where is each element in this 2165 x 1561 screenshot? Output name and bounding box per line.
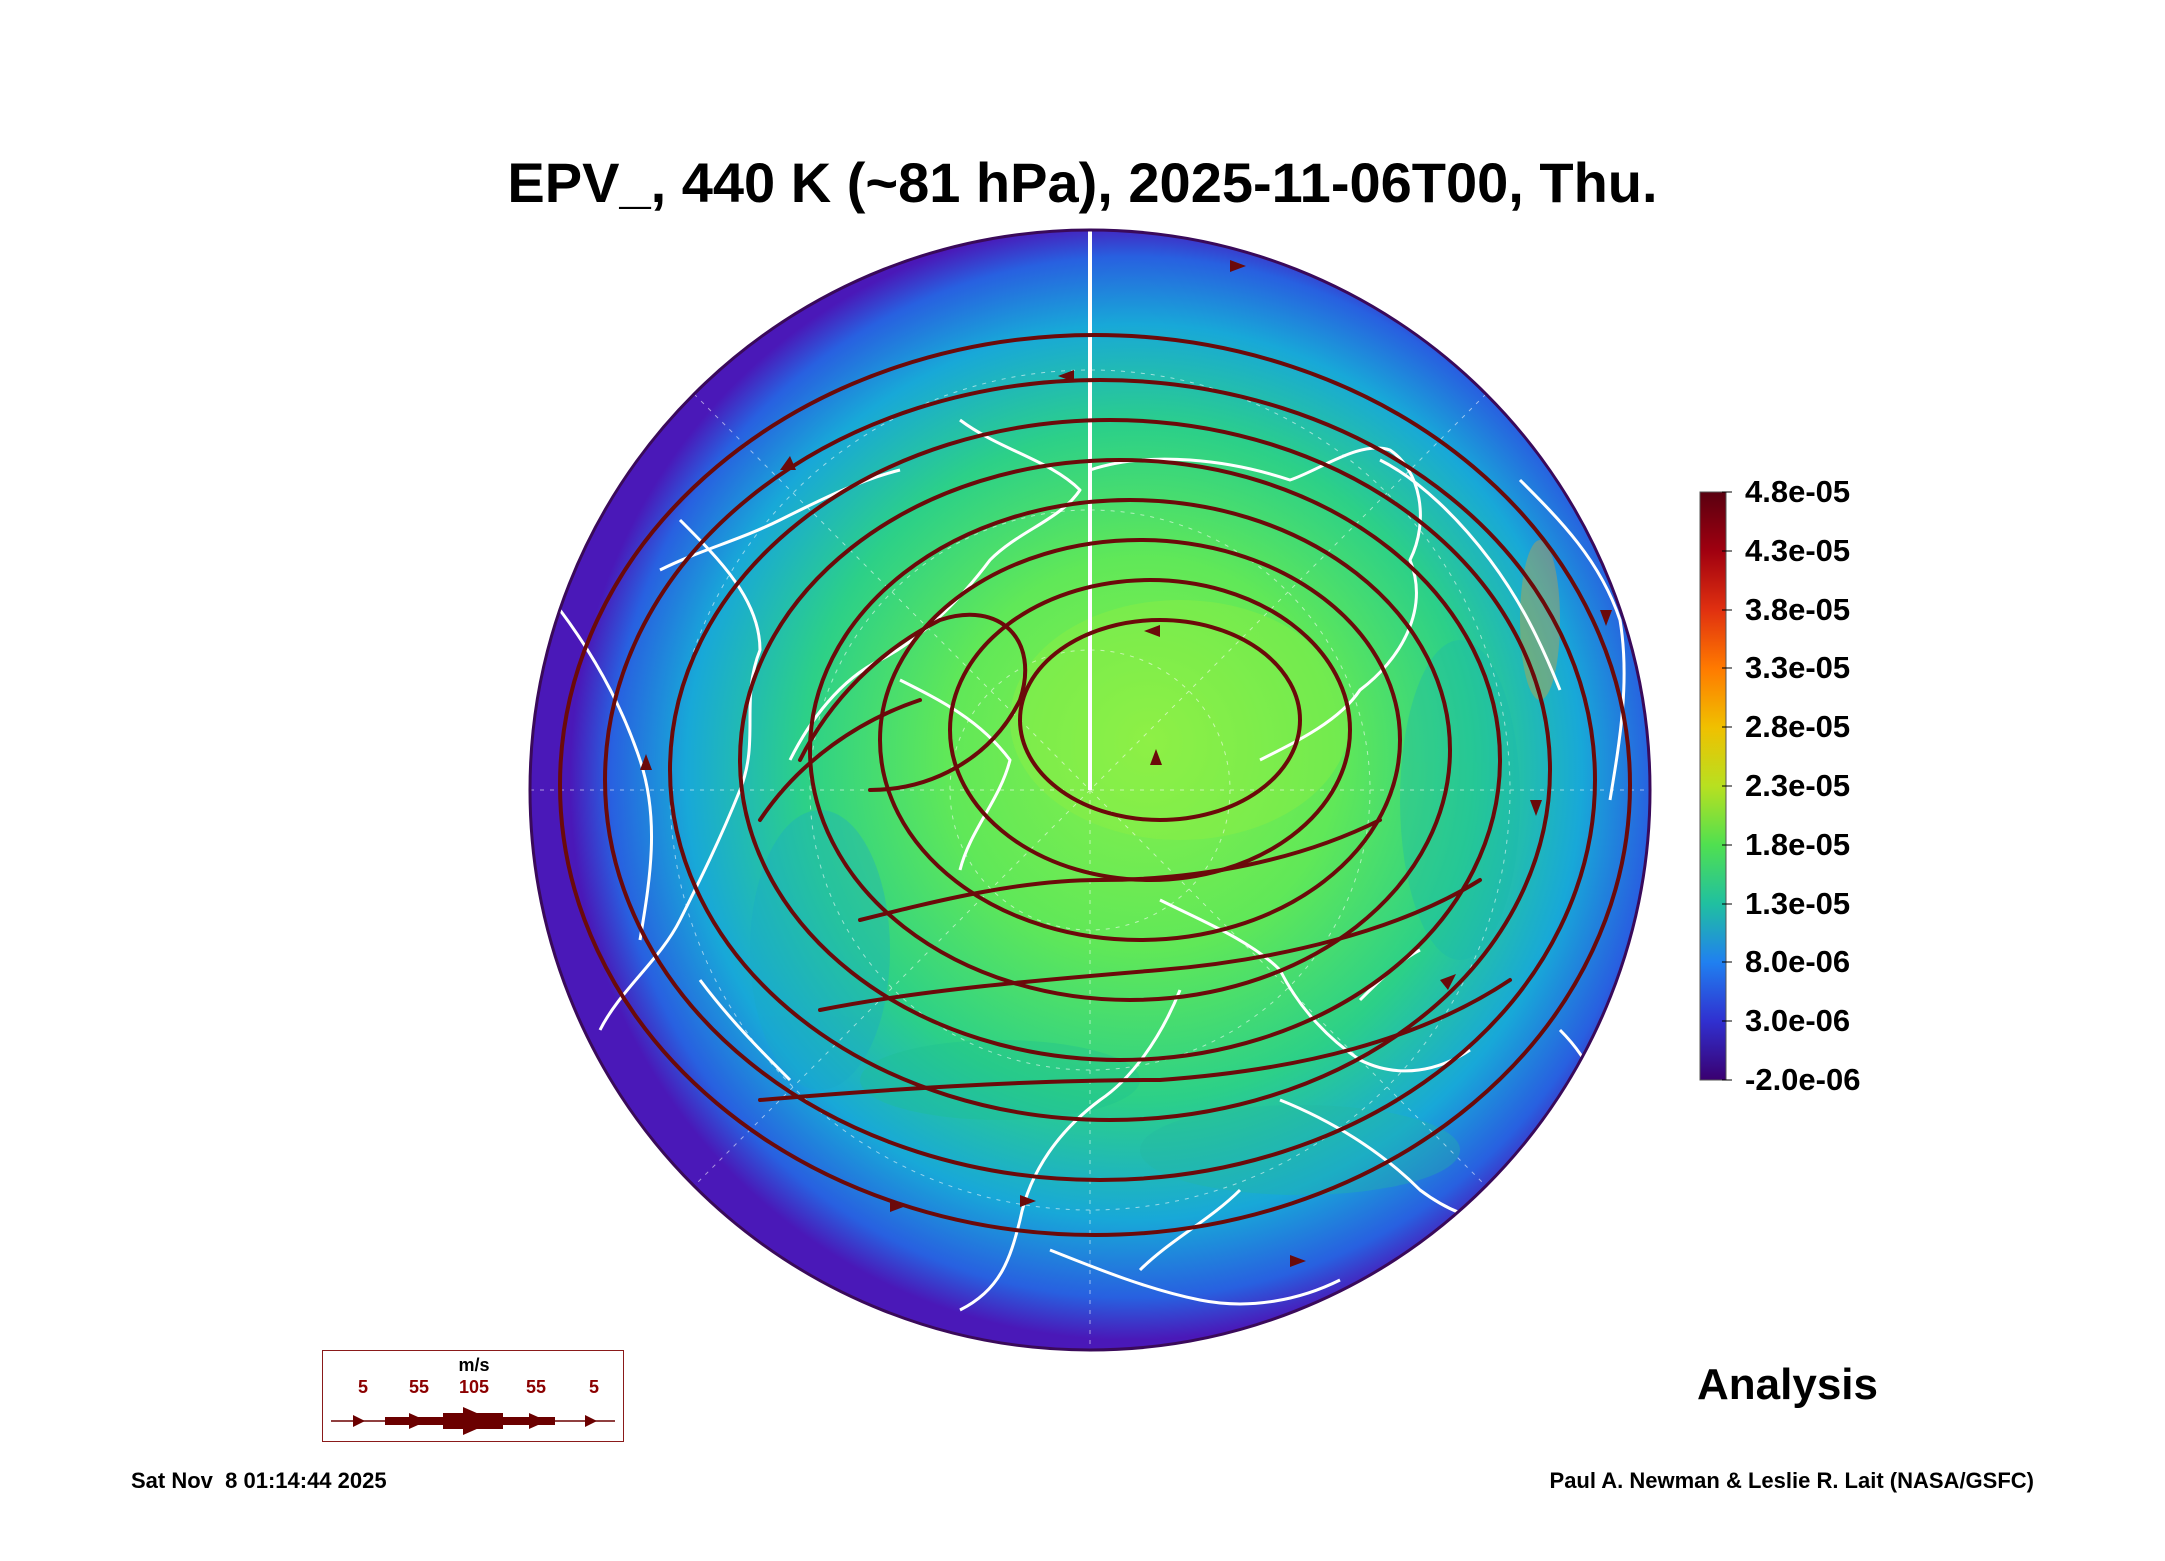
arrow-55-right	[529, 1413, 547, 1429]
arrow-5-right	[585, 1415, 597, 1427]
arrow-5-left	[353, 1415, 365, 1427]
wind-arrow-scale	[331, 1407, 615, 1435]
colorbar-label: 4.8e-05	[1745, 474, 1851, 509]
page-title: EPV_, 440 K (~81 hPa), 2025-11-06T00, Th…	[507, 151, 1658, 214]
colorbar-label: 1.3e-05	[1745, 886, 1851, 921]
colorbar-ticks	[1722, 491, 1732, 1081]
colorbar-label: 3.8e-05	[1745, 592, 1851, 627]
legend-unit: m/s	[458, 1355, 490, 1375]
legend-tick: 5	[357, 1377, 369, 1397]
footer-credit: Paul A. Newman & Leslie R. Lait (NASA/GS…	[1549, 1468, 2034, 1493]
colorbar	[1699, 491, 1727, 1081]
arrow-105	[463, 1407, 495, 1435]
analysis-stamp: Analysis	[1697, 1360, 1878, 1409]
streamlines	[558, 333, 1632, 1237]
colorbar-label: 3.0e-06	[1745, 1003, 1851, 1038]
colorbar-label: 2.8e-05	[1745, 709, 1851, 744]
colorbar-label: 3.3e-05	[1745, 650, 1851, 685]
disk-rim	[528, 228, 1652, 1352]
arrow-55-left	[409, 1413, 427, 1429]
colorbar-label: 2.3e-05	[1745, 768, 1851, 803]
legend-tick: 5	[588, 1377, 600, 1397]
pv-texture	[750, 540, 1560, 1195]
legend-tick: 55	[408, 1377, 430, 1397]
footer-date: Sat Nov 8 01:14:44 2025	[131, 1468, 387, 1493]
legend-tick: 55	[525, 1377, 547, 1397]
streamline-arrows	[640, 260, 1612, 1267]
colorbar-label: 1.8e-05	[1745, 827, 1851, 862]
wind-speed-legend: m/s 5 55 105 55 5	[322, 1350, 624, 1442]
colorbar-label: 4.3e-05	[1745, 533, 1851, 568]
legend-tick: 105	[458, 1377, 490, 1397]
colorbar-label: 8.0e-06	[1745, 944, 1851, 979]
colorbar-label: -2.0e-06	[1745, 1062, 1861, 1097]
